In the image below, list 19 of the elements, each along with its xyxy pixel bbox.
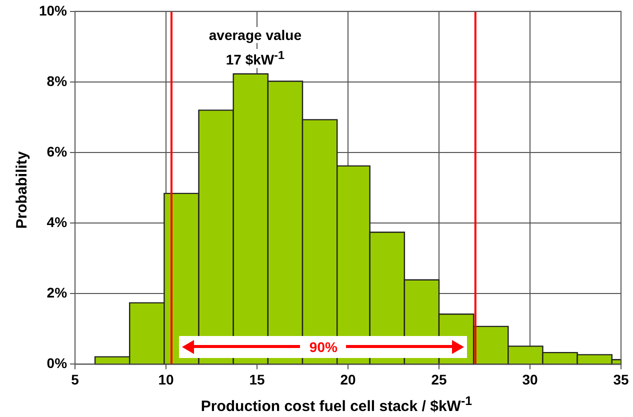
y-tick-label: 6%	[46, 143, 68, 160]
annotation: average value	[206, 27, 304, 44]
x-axis-title: Production cost fuel cell stack / $kW$^{-1}$	[200, 394, 474, 415]
label-box: 90%	[179, 336, 468, 358]
x-tick-label: 15	[249, 371, 266, 388]
y-tick-label: 0%	[46, 355, 68, 372]
annotation: 17 $kW$^{-1}$	[222, 49, 288, 68]
x-tick-label: 20	[340, 371, 356, 388]
y-tick-label: 10%	[38, 2, 68, 18]
y-tick-label: 8%	[46, 72, 68, 89]
x-tick-label: 35	[613, 371, 629, 388]
y-tick-label: 2%	[46, 284, 68, 300]
x-tick-label: 5	[71, 371, 80, 388]
y-axis-title: Probability	[14, 151, 30, 229]
y-tick-label: 4%	[46, 214, 68, 230]
x-tick-label: 10	[158, 371, 174, 388]
x-tick-label: 25	[431, 371, 448, 388]
x-tick-label: 30	[522, 371, 538, 388]
annotation: 90%	[308, 339, 338, 356]
